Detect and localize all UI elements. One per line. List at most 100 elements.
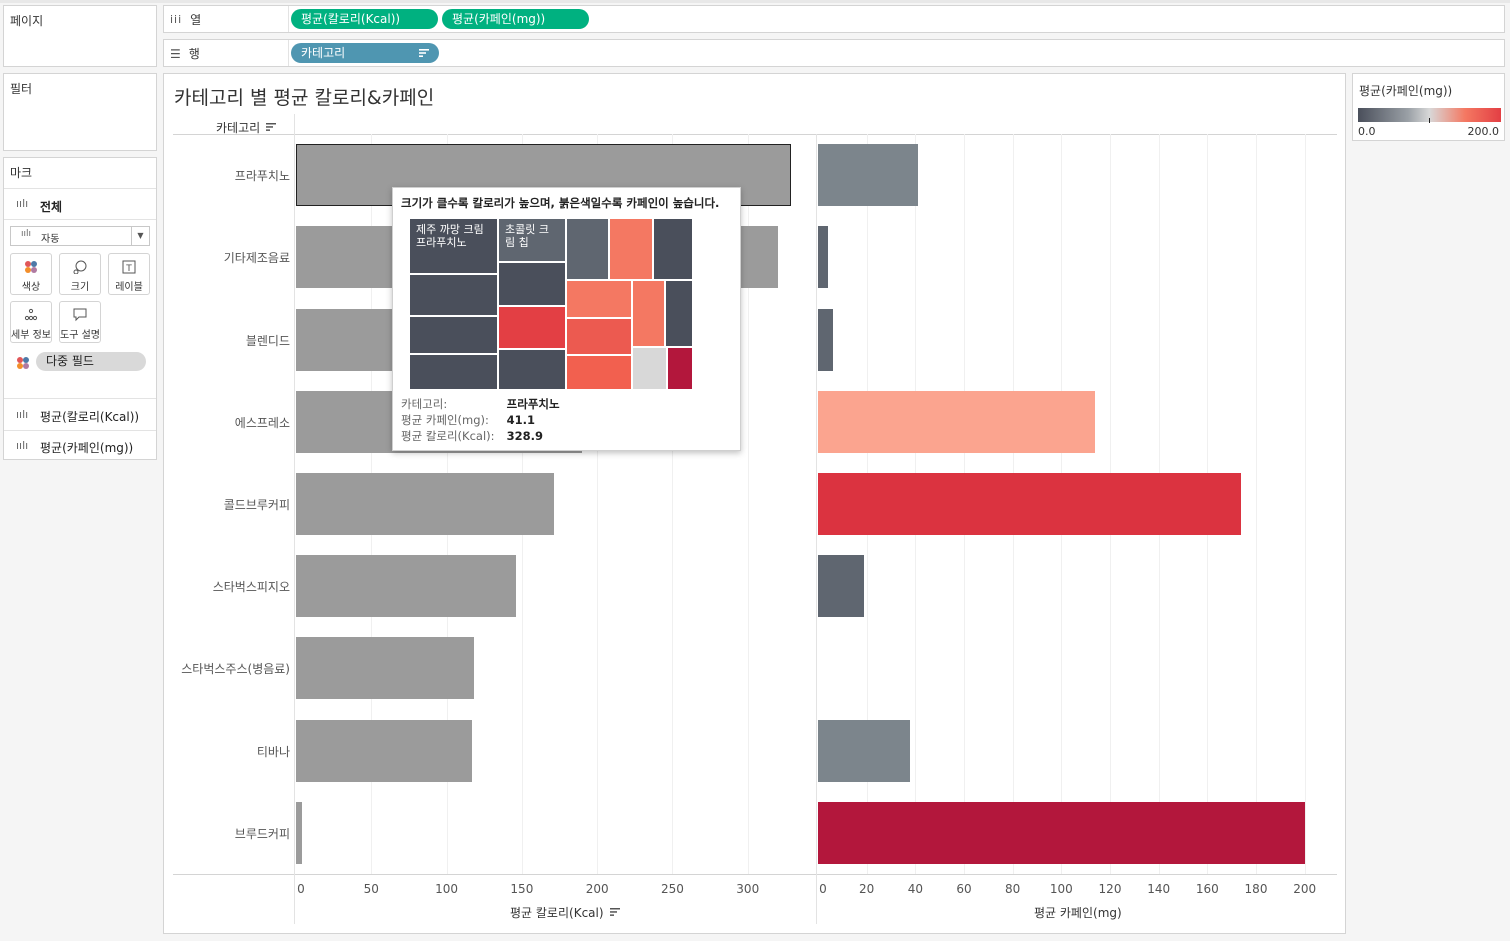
chart-title: 카테고리 별 평균 칼로리&카페인	[174, 87, 435, 109]
category-label[interactable]: 티바나	[256, 744, 290, 759]
legend-min: 0.0	[1358, 125, 1376, 138]
treemap-cell	[665, 280, 693, 347]
tooltip-button[interactable]: 도구 설명	[59, 301, 101, 343]
rows-shelf[interactable]: ☰ 행 카테고리	[163, 39, 1505, 67]
tooltip-label: 도구 설명	[60, 330, 100, 341]
tooltip-field-caffeine: 평균 카페인(mg): 41.1	[401, 412, 535, 428]
treemap-cell	[498, 262, 566, 306]
row-header[interactable]: 카테고리	[216, 119, 276, 136]
measure-row-calorie[interactable]: ıılı 평균(칼로리(Kcal))	[4, 398, 156, 430]
gridline	[672, 134, 674, 874]
bar[interactable]	[296, 801, 303, 864]
sort-icon[interactable]	[419, 48, 429, 58]
category-label[interactable]: 블렌디드	[245, 333, 290, 348]
bar[interactable]	[296, 719, 473, 782]
svg-text:T: T	[125, 264, 132, 274]
bar[interactable]	[818, 226, 828, 289]
row-header-label: 카테고리	[216, 121, 261, 135]
axis-tick-label: 60	[956, 882, 972, 896]
axis-tick-label: 0	[297, 882, 305, 896]
axis-tick-label: 40	[907, 882, 923, 896]
size-button[interactable]: 크기	[59, 253, 101, 295]
detail-icon	[11, 308, 51, 324]
category-label[interactable]: 콜드브루커피	[223, 498, 290, 512]
category-label[interactable]: 스타벅스피지오	[212, 580, 290, 595]
axis-tick-label: 120	[1098, 882, 1122, 896]
sort-icon[interactable]	[610, 907, 621, 917]
axis-tick-label: 150	[510, 882, 534, 896]
axis-tick-label: 100	[1049, 882, 1073, 896]
calorie-axis-ticks: 0 50 100 150 200 250 300	[295, 882, 816, 898]
rows-pill-category[interactable]: 카테고리	[291, 43, 439, 63]
color-icon	[11, 260, 51, 276]
columns-pill-calorie[interactable]: 평균(칼로리(Kcal))	[291, 9, 438, 29]
label-button[interactable]: T 레이블	[108, 253, 150, 295]
legend-gradient	[1358, 108, 1501, 122]
category-label[interactable]: 브루드커피	[234, 826, 290, 841]
bar-chart-icon: ıılı	[16, 408, 29, 421]
bar[interactable]	[818, 390, 1096, 453]
chevron-down-icon: ▼	[131, 227, 149, 245]
sort-icon[interactable]	[266, 122, 276, 132]
multi-field-row[interactable]: 다중 필드	[16, 352, 148, 372]
category-label[interactable]: 프라푸치노	[234, 169, 290, 184]
tooltip-field-category: 카테고리: 프라푸치노	[401, 396, 560, 412]
marks-all-row[interactable]: ıılı 전체	[4, 188, 156, 220]
top-strip	[0, 0, 1510, 3]
text-icon: T	[109, 260, 149, 276]
multi-field-pill[interactable]: 다중 필드	[36, 352, 146, 371]
columns-pill-caffeine[interactable]: 평균(카페인(mg))	[442, 9, 589, 29]
category-label[interactable]: 스타벅스주스(병음료)	[181, 662, 290, 677]
bar[interactable]	[818, 308, 833, 371]
speech-bubble-icon	[60, 308, 100, 324]
treemap-cell	[653, 218, 693, 280]
bar[interactable]	[818, 473, 1242, 535]
calorie-axis-title[interactable]: 평균 칼로리(Kcal)	[510, 904, 621, 921]
color-legend[interactable]: 평균(카페인(mg)) 0.0 200.0	[1352, 73, 1505, 141]
filters-panel[interactable]: 필터	[3, 73, 157, 151]
pages-panel[interactable]: 페이지	[3, 5, 157, 67]
tooltip-heading: 크기가 클수록 칼로리가 높으며, 붉은색일수록 카페인이 높습니다.	[401, 196, 720, 210]
treemap-cell	[566, 355, 632, 390]
treemap-cell	[409, 316, 498, 354]
category-label[interactable]: 에스프레소	[234, 415, 290, 430]
mark-type-select[interactable]: ıılı 자동 ▼	[10, 226, 150, 246]
legend-max: 200.0	[1467, 125, 1500, 138]
axis-tick-label: 180	[1244, 882, 1268, 896]
bar[interactable]	[818, 555, 865, 618]
rows-pill-label: 카테고리	[301, 46, 346, 60]
detail-button[interactable]: 세부 정보	[10, 301, 52, 343]
bar[interactable]	[296, 637, 474, 700]
axis-tick-label: 200	[585, 882, 609, 896]
axis-line	[173, 874, 1337, 875]
tooltip-field-label: 평균 카페인(mg):	[401, 413, 489, 427]
caffeine-axis-title: 평균 카페인(mg)	[1034, 906, 1122, 920]
legend-marker	[1429, 118, 1430, 123]
marks-title: 마크	[10, 166, 33, 180]
columns-icon: iii	[170, 13, 183, 26]
axis-tick-label: 300	[736, 882, 760, 896]
bar[interactable]	[296, 555, 516, 618]
gridline	[1256, 134, 1257, 874]
axis-tick-label: 200	[1293, 882, 1317, 896]
bar[interactable]	[818, 801, 1305, 864]
bar[interactable]	[818, 144, 918, 207]
color-button[interactable]: 색상	[10, 253, 52, 295]
category-label[interactable]: 기타제조음료	[223, 251, 290, 266]
legend-title: 평균(카페인(mg))	[1359, 84, 1453, 98]
treemap-cell	[498, 306, 566, 349]
pages-title: 페이지	[10, 14, 44, 28]
axis-tick-label: 20	[859, 882, 875, 896]
bar[interactable]	[818, 719, 911, 782]
bar[interactable]	[296, 473, 554, 535]
measure-label-caffeine: 평균(카페인(mg))	[40, 441, 134, 455]
tooltip: 크기가 클수록 칼로리가 높으며, 붉은색일수록 카페인이 높습니다. 제주 까…	[392, 187, 741, 451]
axis-tick-label: 160	[1195, 882, 1219, 896]
tooltip-field-value: 41.1	[506, 413, 536, 427]
tooltip-field-calorie: 평균 칼로리(Kcal): 328.9	[401, 428, 543, 444]
measure-row-caffeine[interactable]: ıılı 평균(카페인(mg))	[4, 430, 156, 460]
columns-shelf[interactable]: iii 열 평균(칼로리(Kcal)) 평균(카페인(mg))	[163, 5, 1505, 33]
tooltip-field-label: 평균 칼로리(Kcal):	[401, 429, 495, 443]
marks-all-label: 전체	[40, 200, 63, 214]
